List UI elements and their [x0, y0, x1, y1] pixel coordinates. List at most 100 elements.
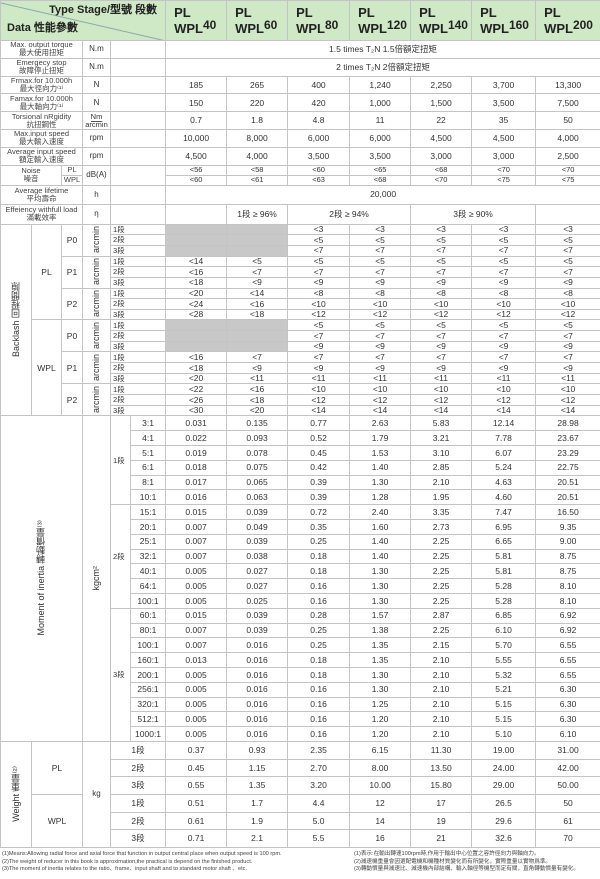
value-cell: 1.35: [349, 637, 412, 654]
value-cell: <9: [287, 340, 351, 353]
value-cell: <75: [535, 174, 600, 186]
value-cell: 6.15: [349, 740, 412, 760]
value-cell: 17: [410, 793, 473, 813]
table-row: P2 arcmin 1段 <22 <16 <10 <10 <10 <10 <10: [1, 383, 600, 417]
value-cell: 4,500: [471, 128, 537, 148]
parameter-label: Famax.for 10.000h 最大軸向力⁽¹⁾: [0, 93, 83, 113]
table-row: 256:1 0.005 0.016 0.16 1.30 2.10 5.21 6.30: [1, 681, 600, 698]
value-cell: <14: [410, 404, 473, 417]
value-cell: 50.00: [535, 776, 600, 795]
table-row: 160:1 0.013 0.016 0.18 1.35 2.10 5.55 6.55: [1, 652, 600, 668]
value-cell: <20: [165, 372, 228, 385]
value-cell: 28.98: [535, 415, 600, 432]
value-cell: 0.51: [165, 793, 228, 813]
value-cell: <3: [471, 223, 537, 236]
value-cell: 1.30: [349, 563, 412, 580]
label-chinese: 平均壽命: [26, 193, 57, 203]
value-cell: 2.63: [349, 415, 412, 432]
blank-cell: [109, 128, 167, 148]
value-cell: <70: [471, 164, 537, 176]
value-cell: 8.75: [535, 563, 600, 580]
value-cell: <65: [349, 164, 412, 176]
value-cell: 1,240: [349, 75, 412, 95]
header-row: Type Stage/型號 段數 Data 性能參數 PL WPL40 PL WPL6…: [0, 0, 600, 41]
value-cell: <11: [287, 372, 351, 385]
value-cell: <68: [410, 164, 473, 176]
ratio-label: 64:1: [129, 578, 167, 594]
value-cell: 0.16: [287, 711, 351, 728]
footnote: (1)表示:在輸出轉速100rpm時,作用于輸出中心位置之容許徑向力與軸向力。: [354, 851, 540, 858]
value-cell: 6.85: [471, 607, 537, 624]
value-cell: <7: [410, 330, 473, 342]
value-cell: <7: [471, 244, 537, 257]
value-cell: 1.20: [349, 726, 412, 742]
value-cell: <7: [471, 266, 537, 278]
value-cell: 29.00: [471, 776, 537, 795]
unit-cell: rpm: [82, 128, 111, 148]
value-cell: 70: [535, 829, 600, 849]
footnotes-english: (1)Means:Allowing radial force and axial…: [0, 851, 354, 874]
label-chinese: 故障停止扭矩: [19, 66, 64, 76]
table-row: WPL <60 <61 <63 <68 <70 <75 <75: [1, 174, 600, 186]
value-cell: 1.20: [349, 711, 412, 728]
spanning-value: 20,000: [165, 184, 600, 205]
value-cell: <9: [535, 340, 600, 353]
value-cell: <5: [535, 234, 600, 246]
ratio-label: 10:1: [129, 489, 167, 506]
parameter-label: Emergecy stop 故障停止扭矩: [0, 57, 83, 77]
value-cell: 2.40: [349, 504, 412, 520]
stage-label: 2段: [109, 330, 167, 342]
value-cell: 2.85: [410, 459, 473, 476]
value-cell: 0.135: [226, 415, 289, 432]
unit-arcmin: arcmin: [91, 385, 101, 413]
efficiency-stage3: 3段 ≥ 90%: [410, 203, 537, 225]
value-cell: <28: [165, 308, 228, 321]
unit-cell: arcmin: [82, 383, 111, 417]
value-cell: <9: [287, 362, 351, 374]
stage-label: 2段: [109, 758, 167, 778]
value-cell: 6.30: [535, 711, 600, 728]
unit-arcmin: arcmin: [91, 257, 101, 285]
value-cell: 0.039: [226, 533, 289, 550]
value-cell: 0.005: [165, 666, 228, 683]
model-prefix-pl: PL: [174, 5, 191, 20]
value-cell: 0.28: [287, 607, 351, 624]
value-cell: 7.78: [471, 430, 537, 446]
value-cell: 2.35: [287, 740, 351, 760]
value-cell: 1.15: [226, 758, 289, 778]
value-cell: 2.25: [410, 592, 473, 609]
value-cell: 2.10: [410, 474, 473, 491]
value-cell: 6.95: [471, 518, 537, 535]
table-row: 3段 60:1 0.015 0.039 0.28 1.57 2.87 6.85 6.92: [1, 607, 600, 742]
model-size: 60: [263, 18, 278, 32]
value-cell: 0.078: [226, 444, 289, 461]
table-row: 10:1 0.016 0.063 0.39 1.28 1.95 4.60 20.51: [1, 489, 600, 506]
not-available-cell: [226, 330, 289, 342]
value-cell: 11: [349, 111, 412, 130]
value-cell: 1.7: [226, 793, 289, 813]
label-chinese: 額定輸入速度: [19, 155, 64, 165]
value-cell: <9: [471, 340, 537, 353]
gear-type-label: WPL: [31, 793, 83, 849]
label-english: Torsional nRgidity: [11, 111, 72, 121]
value-cell: 5.70: [471, 637, 537, 654]
model-prefix-wpl: WPL: [358, 21, 387, 36]
gear-type-label: WPL: [31, 319, 62, 417]
stage-label: 3段: [109, 404, 167, 417]
value-cell: <7: [410, 266, 473, 278]
value-cell: 4.60: [471, 489, 537, 506]
spanning-value: 2 times T₂N 2倍額定扭矩: [165, 57, 600, 77]
footnote: (2)The weight of reducer in this book is…: [2, 858, 253, 865]
value-cell: <20: [165, 287, 228, 300]
stage-label: 1段: [109, 793, 167, 813]
value-cell: 1.40: [349, 548, 412, 565]
value-cell: <14: [287, 404, 351, 417]
not-available-cell: [165, 319, 228, 332]
value-cell: 1.30: [349, 474, 412, 491]
value-cell: 14: [349, 811, 412, 831]
value-cell: 21: [410, 829, 473, 849]
footnotes-chinese: (1)表示:在輸出轉速100rpm時,作用于輸出中心位置之容許徑向力與軸向力。 (…: [354, 851, 600, 874]
footnote: (3)轉動慣量與減速比、減速機內部結構、輸入軸徑等機型而定有關，直角轉動慣量有變…: [354, 866, 579, 873]
stage-label: 3段: [109, 308, 167, 321]
table-row: WPL 1段 0.51 1.7 4.4 12 17 26.5 50: [1, 793, 600, 849]
